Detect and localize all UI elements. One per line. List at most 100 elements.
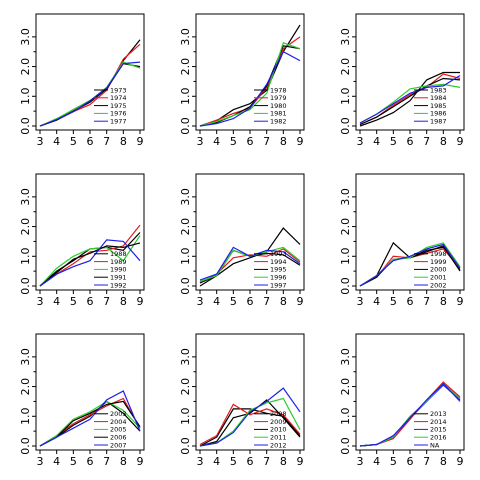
x-tick-label: 8: [440, 455, 447, 468]
series-line-2012: [199, 387, 301, 447]
legend-label: 1988: [110, 250, 127, 258]
series-line-1980: [199, 45, 301, 127]
x-tick-label: 7: [103, 455, 110, 468]
y-tick-label: 2.0: [339, 218, 352, 236]
series-line-1983: [359, 71, 460, 127]
x-tick-label: 4: [213, 135, 220, 148]
x-tick-label: 3: [37, 455, 44, 468]
y-tick-label: 1.0: [179, 408, 192, 426]
legend-label: 2002: [430, 281, 447, 289]
y-tick-label: 0.0: [19, 277, 32, 295]
series-line-1991: [39, 242, 141, 287]
x-tick-label: 7: [423, 295, 430, 308]
x-tick-label: 6: [87, 135, 94, 148]
legend-label: 1992: [110, 281, 127, 289]
x-tick-label: 7: [423, 135, 430, 148]
y-tick-label: 1.0: [339, 88, 352, 106]
legend-label: 2012: [270, 441, 287, 449]
x-tick-label: 3: [357, 135, 364, 148]
x-tick-label: 9: [137, 295, 144, 308]
y-tick-label: 2.0: [19, 218, 32, 236]
legend-label: 2001: [430, 274, 447, 282]
series-line-1981: [199, 42, 301, 127]
y-tick-label: 3.0: [339, 188, 352, 206]
legend-label: 1974: [110, 94, 127, 102]
x-tick-label: 5: [230, 295, 237, 308]
x-tick-label: 7: [423, 455, 430, 468]
x-tick-label: 6: [407, 455, 414, 468]
x-tick-label: 5: [230, 455, 237, 468]
y-tick-label: 3.0: [339, 28, 352, 46]
legend-label: 1982: [270, 118, 287, 126]
x-tick-label: 5: [70, 295, 77, 308]
x-tick-label: 3: [197, 295, 204, 308]
plot-frame: [355, 333, 465, 451]
y-tick-label: 1.0: [339, 408, 352, 426]
x-tick-label: 8: [120, 135, 127, 148]
x-tick-label: 8: [120, 455, 127, 468]
y-tick-label: 2.0: [19, 378, 32, 396]
legend-label: 1978: [270, 86, 287, 94]
x-tick-label: 7: [103, 295, 110, 308]
series-line-1977: [39, 61, 141, 127]
series-line-2009: [199, 403, 301, 446]
y-tick-label: 0.0: [19, 117, 32, 135]
x-tick-label: 6: [247, 295, 254, 308]
legend-label: 1996: [270, 274, 287, 282]
plot-frame: [35, 13, 145, 131]
x-tick-label: 7: [263, 295, 270, 308]
plot-frame: [355, 173, 465, 291]
y-tick-label: 1.0: [19, 88, 32, 106]
y-tick-label: 1.0: [179, 248, 192, 266]
legend-label: 2006: [110, 434, 127, 442]
y-tick-label: 3.0: [179, 188, 192, 206]
x-tick-label: 5: [390, 135, 397, 148]
series-line-2010: [199, 399, 301, 447]
legend-label: 1995: [270, 266, 287, 274]
x-tick-label: 4: [373, 295, 380, 308]
series-line-1982: [199, 50, 301, 127]
y-tick-label: 2.0: [179, 378, 192, 396]
legend-label: 1983: [430, 86, 447, 94]
x-tick-label: 7: [263, 135, 270, 148]
x-tick-label: 6: [247, 135, 254, 148]
x-tick-label: 9: [297, 455, 304, 468]
y-tick-label: 2.0: [339, 58, 352, 76]
series-line-2007: [39, 390, 141, 447]
legend-label: 1989: [110, 258, 127, 266]
plot-frame: [195, 13, 305, 131]
legend-label: 1993: [270, 250, 287, 258]
x-tick-label: 4: [53, 135, 60, 148]
x-tick-label: 6: [407, 295, 414, 308]
y-tick-label: 0.0: [339, 117, 352, 135]
x-tick-label: 3: [357, 455, 364, 468]
x-tick-label: 3: [197, 135, 204, 148]
y-tick-label: 1.0: [19, 248, 32, 266]
x-tick-label: 6: [407, 135, 414, 148]
x-tick-label: 9: [297, 295, 304, 308]
x-tick-label: 6: [87, 295, 94, 308]
y-tick-label: 3.0: [19, 348, 32, 366]
series-line-2005: [39, 400, 141, 447]
x-tick-label: 5: [70, 135, 77, 148]
legend-label: 1990: [110, 266, 127, 274]
legend-label: 2008: [270, 410, 287, 418]
legend-label: 1998: [430, 250, 447, 258]
legend-label: 1975: [110, 102, 127, 110]
y-tick-label: 3.0: [19, 28, 32, 46]
legend-label: 1979: [270, 94, 287, 102]
x-tick-label: 3: [357, 295, 364, 308]
legend-label: 1986: [430, 110, 447, 118]
x-tick-label: 9: [457, 295, 464, 308]
legend-label: 2005: [110, 426, 127, 434]
